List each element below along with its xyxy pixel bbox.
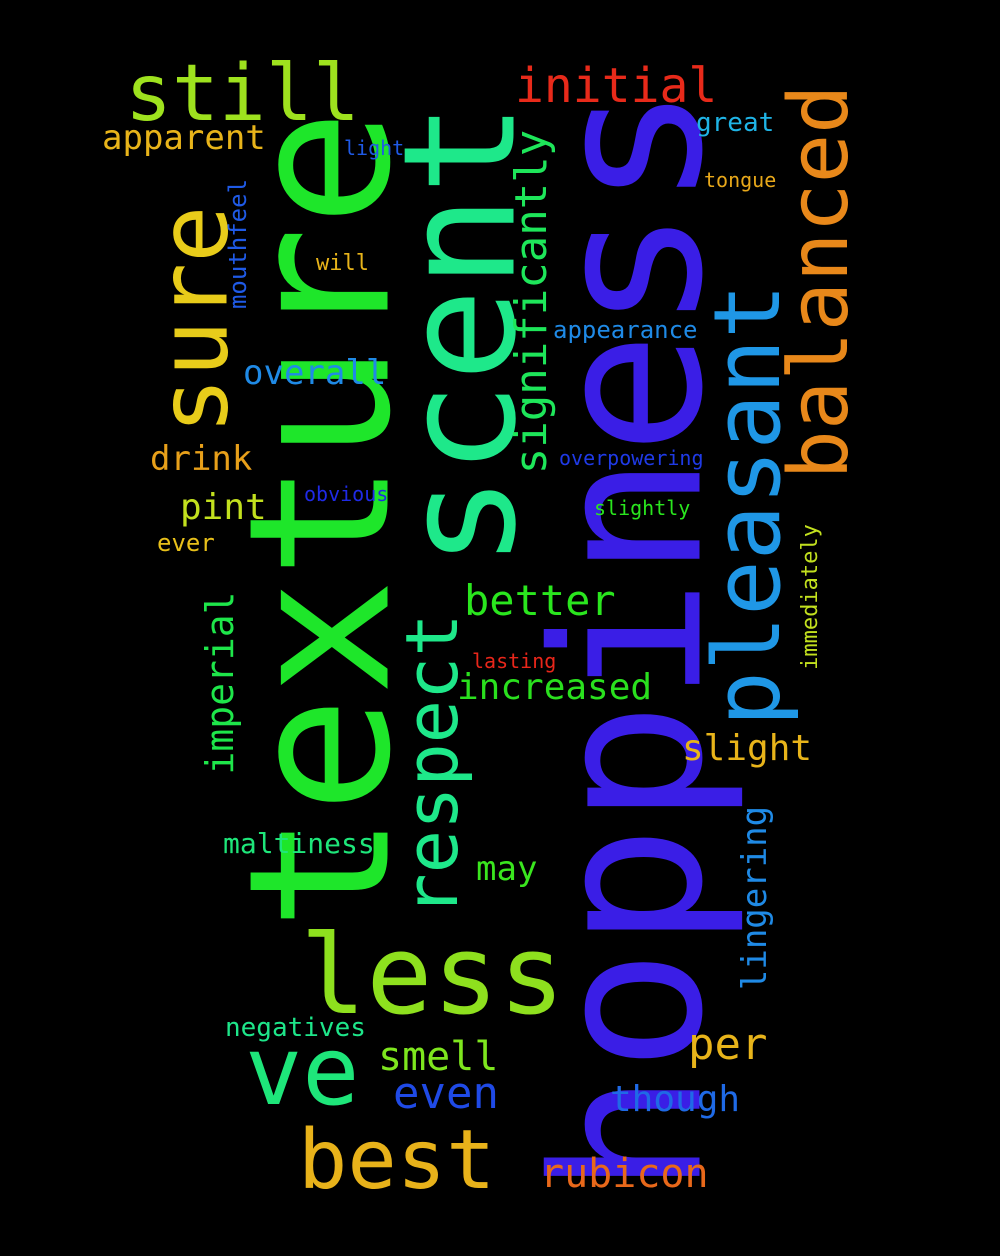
word-ever: ever bbox=[157, 529, 215, 557]
word-better: better bbox=[464, 576, 616, 625]
word-initial: initial bbox=[515, 58, 718, 114]
word-will: will bbox=[316, 251, 369, 276]
word-great: great bbox=[696, 108, 775, 138]
word-negatives: negatives bbox=[225, 1013, 366, 1043]
word-slightly: slightly bbox=[594, 496, 691, 520]
word-pint: pint bbox=[180, 487, 267, 528]
word-drink: drink bbox=[150, 439, 253, 479]
word-tongue: tongue bbox=[704, 168, 777, 192]
word-even: even bbox=[393, 1068, 499, 1119]
word-balanced: balanced bbox=[772, 84, 867, 480]
word-still: still bbox=[125, 49, 360, 139]
word-ve: ve bbox=[245, 1017, 360, 1127]
word-best: best bbox=[298, 1113, 496, 1208]
word-light: light bbox=[344, 136, 405, 160]
word-less: less bbox=[300, 911, 565, 1039]
word-lasting: lasting bbox=[472, 649, 557, 673]
word-may: may bbox=[476, 849, 538, 889]
word-maltiness: maltiness bbox=[223, 827, 375, 860]
word-increased: increased bbox=[457, 667, 653, 708]
word-apparent: apparent bbox=[102, 118, 266, 158]
word-mouthfeel: mouthfeel bbox=[224, 178, 252, 310]
word-per: per bbox=[688, 1019, 768, 1070]
word-immediately: immediately bbox=[798, 524, 823, 670]
word-obvious: obvious bbox=[304, 482, 389, 506]
word-appearance: appearance bbox=[553, 316, 698, 344]
word-rubicon: rubicon bbox=[540, 1151, 709, 1197]
word-though: though bbox=[610, 1079, 741, 1120]
word-significantly: significantly bbox=[506, 129, 557, 475]
word-overall: overall bbox=[243, 353, 387, 393]
word-respect: respect bbox=[390, 613, 474, 917]
word-slight: slight bbox=[682, 728, 813, 769]
word-lingering: lingering bbox=[735, 805, 775, 991]
word-smell: smell bbox=[378, 1034, 499, 1080]
word-overpowering: overpowering bbox=[559, 446, 704, 470]
word-imperial: imperial bbox=[198, 591, 242, 775]
